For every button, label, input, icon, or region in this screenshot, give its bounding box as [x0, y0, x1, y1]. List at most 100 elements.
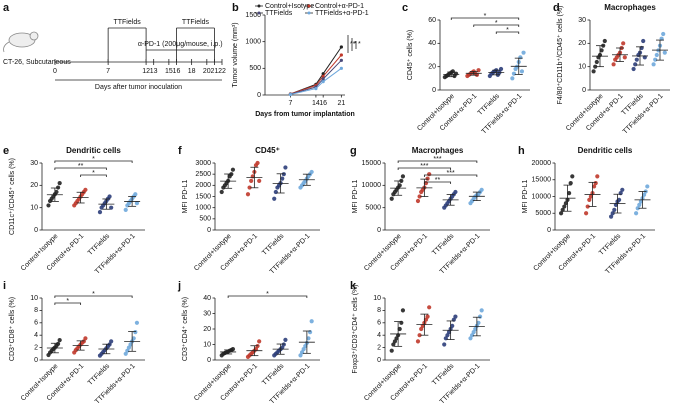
sig-bracket — [54, 302, 82, 305]
dot — [567, 191, 572, 196]
dot — [109, 339, 114, 344]
panel-letter: j — [177, 280, 181, 292]
y-tick-label: 20 — [30, 182, 38, 189]
dot — [55, 185, 61, 190]
y-axis-label: CD3⁺CD4⁺ cells (%) — [182, 297, 189, 361]
dot — [612, 207, 617, 212]
dot — [257, 178, 262, 183]
y-tick-label: 8 — [377, 307, 381, 314]
sig-label: * — [92, 291, 95, 298]
dot — [473, 326, 478, 332]
y-tick-label: 40 — [203, 295, 211, 302]
dot — [309, 169, 314, 175]
sig-label: *** — [420, 163, 428, 170]
dot — [280, 176, 285, 181]
dot — [280, 345, 285, 350]
legend-dot — [307, 4, 311, 8]
legend-dot — [257, 11, 261, 15]
y-tick-label: 5000 — [535, 210, 551, 217]
x-tick-label: 14 — [312, 100, 320, 107]
dot — [568, 181, 573, 186]
dot — [634, 57, 639, 62]
dot — [245, 192, 251, 197]
dot — [57, 181, 62, 186]
y-tick-label: 2000 — [195, 182, 211, 189]
dot — [247, 185, 252, 190]
y-tick-label: 4 — [34, 332, 38, 339]
dot — [392, 339, 398, 344]
panel-letter: a — [3, 2, 10, 14]
dot — [651, 62, 656, 67]
legend-label: TTFields+α-PD-1 — [315, 10, 369, 17]
dot — [425, 176, 430, 181]
y-tick-label: 4 — [377, 332, 381, 339]
dot — [417, 333, 422, 338]
y-tick-label: 2 — [377, 344, 381, 351]
panel-title: Dendritic cells — [578, 146, 633, 155]
dot — [521, 50, 526, 55]
dosing-label: α-PD-1 (200μg/mouse, i.p.) — [138, 41, 223, 48]
dot — [419, 326, 424, 332]
x-tick-label: TTFields+α-PD-1 — [622, 93, 665, 136]
y-axis-label: CD3⁺CD8⁺ cells (%) — [9, 297, 16, 361]
dot — [389, 196, 394, 201]
panel-letter: g — [350, 145, 357, 157]
dot — [594, 59, 599, 65]
sig-label: ** — [350, 41, 356, 48]
dot — [400, 174, 406, 179]
y-axis-label: Foxp3⁺/CD3⁺CD4⁺ cells (%) — [352, 284, 359, 373]
dot — [587, 197, 592, 202]
dot — [563, 201, 569, 206]
sig-label: *** — [433, 156, 441, 163]
point — [339, 45, 343, 49]
dot — [133, 330, 138, 335]
dot — [593, 181, 598, 186]
dot — [446, 330, 452, 335]
timeline-axis-label: Days after tumor inoculation — [95, 84, 182, 91]
model-label: CT-26, Subcutaneous — [3, 59, 71, 66]
point — [321, 72, 325, 76]
dot — [55, 341, 61, 346]
sig-bracket — [473, 24, 520, 27]
dot — [97, 210, 103, 215]
dot — [283, 165, 288, 170]
dot — [559, 211, 564, 216]
dot — [653, 57, 658, 62]
y-tick-label: 15000 — [362, 160, 382, 167]
y-axis-label: MFI PD-L1 — [352, 179, 359, 213]
y-tick-label: 20 — [203, 326, 211, 333]
dot — [230, 167, 236, 172]
panel-title: Macrophages — [604, 3, 656, 12]
dot — [620, 187, 625, 192]
dot — [427, 305, 432, 310]
dot — [83, 187, 88, 192]
y-tick-label: 60 — [428, 17, 436, 24]
legend-dot — [257, 4, 261, 8]
dot — [511, 71, 517, 76]
dot — [57, 338, 62, 343]
y-axis-label: CD45⁺ cells (%) — [407, 30, 414, 80]
day-label: 0 — [53, 68, 57, 75]
sig-bracket — [423, 174, 478, 177]
dot — [479, 187, 484, 192]
y-tick-label: 20 — [578, 40, 586, 47]
dot — [510, 76, 515, 81]
dot — [255, 160, 260, 166]
y-tick-label: 0 — [547, 227, 551, 234]
dot — [476, 320, 481, 325]
x-tick-label: TTFields — [261, 362, 286, 387]
legend-label: TTFields — [265, 10, 293, 17]
dot — [298, 353, 303, 358]
sig-label: * — [266, 291, 269, 298]
sig-label: ** — [435, 177, 441, 184]
dot — [592, 184, 597, 189]
dot — [134, 201, 140, 206]
dot — [230, 347, 236, 352]
dot — [585, 204, 590, 209]
y-axis-label: F4/80⁺CD11b⁺/CD45⁺ cells (%) — [557, 6, 564, 105]
day-label: 21 — [211, 68, 219, 75]
x-tick-label: Control+α-PD-1 — [585, 93, 625, 133]
dot — [83, 336, 88, 341]
panel-letter: e — [3, 145, 9, 157]
y-tick-label: 10000 — [362, 182, 382, 189]
